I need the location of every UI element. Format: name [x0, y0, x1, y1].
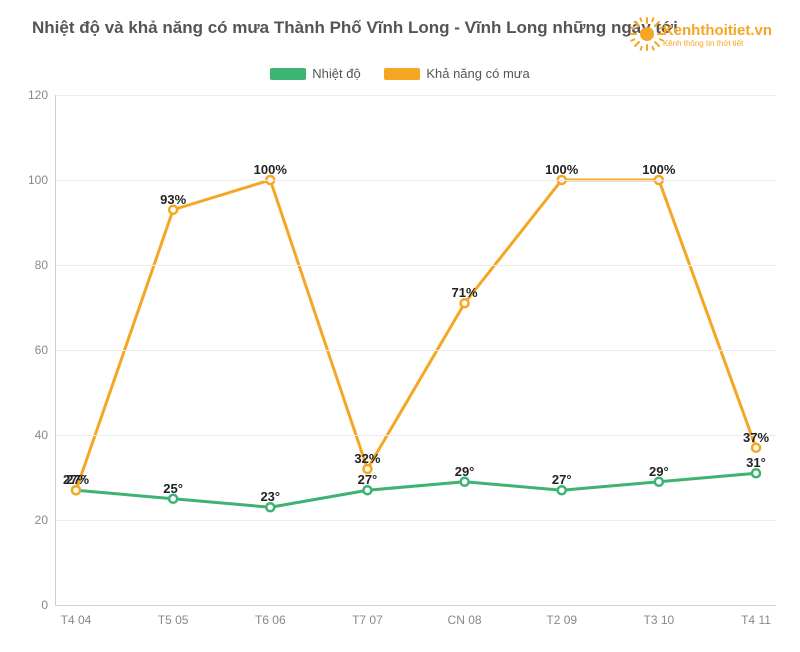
x-axis-label: T5 05	[158, 613, 189, 627]
point-label: 23°	[260, 489, 280, 504]
point-label: 29°	[455, 464, 475, 479]
grid-line	[56, 95, 776, 96]
data-point[interactable]	[655, 478, 663, 486]
x-axis-label: T3 10	[644, 613, 675, 627]
y-axis-label: 20	[35, 513, 48, 527]
data-point[interactable]	[558, 486, 566, 494]
point-label: 37%	[743, 430, 769, 445]
y-axis-label: 120	[28, 88, 48, 102]
point-label: 27%	[63, 472, 89, 487]
point-label: 100%	[642, 162, 675, 177]
x-axis-label: T4 04	[61, 613, 92, 627]
y-axis-label: 80	[35, 258, 48, 272]
chart-container: Nhiệt độ và khả năng có mưa Thành Phố Vĩ…	[0, 0, 800, 652]
point-label: 25°	[163, 481, 183, 496]
legend-swatch	[270, 68, 306, 80]
data-point[interactable]	[461, 299, 469, 307]
legend-label: Khả năng có mưa	[426, 66, 529, 81]
grid-line	[56, 435, 776, 436]
chart-legend: Nhiệt độ Khả năng có mưa	[0, 66, 800, 83]
grid-line	[56, 180, 776, 181]
x-axis-label: T7 07	[352, 613, 383, 627]
data-point[interactable]	[169, 206, 177, 214]
point-label: 27°	[552, 472, 572, 487]
data-point[interactable]	[363, 486, 371, 494]
plot-area: 020406080100120T4 04T5 05T6 06T7 07CN 08…	[55, 95, 776, 606]
series-line	[76, 180, 756, 490]
data-point[interactable]	[72, 486, 80, 494]
x-axis-label: T6 06	[255, 613, 286, 627]
point-label: 27°	[358, 472, 378, 487]
data-point[interactable]	[169, 495, 177, 503]
legend-swatch	[384, 68, 420, 80]
grid-line	[56, 350, 776, 351]
x-axis-label: CN 08	[448, 613, 482, 627]
y-axis-label: 0	[41, 598, 48, 612]
logo-brand-text: Kenhthoitiet.vn	[663, 22, 772, 39]
data-point[interactable]	[266, 503, 274, 511]
y-axis-label: 60	[35, 343, 48, 357]
point-label: 71%	[452, 285, 478, 300]
site-logo: Kenhthoitiet.vn Kênh thông tin thời tiết	[663, 22, 772, 48]
point-label: 31°	[746, 455, 766, 470]
legend-item-rain[interactable]: Khả năng có mưa	[384, 66, 529, 81]
data-point[interactable]	[752, 469, 760, 477]
grid-line	[56, 265, 776, 266]
legend-item-temperature[interactable]: Nhiệt độ	[270, 66, 360, 81]
chart-title: Nhiệt độ và khả năng có mưa Thành Phố Vĩ…	[32, 18, 678, 38]
data-point[interactable]	[752, 444, 760, 452]
sun-icon	[629, 16, 665, 52]
data-point[interactable]	[461, 478, 469, 486]
point-label: 100%	[254, 162, 287, 177]
point-label: 93%	[160, 192, 186, 207]
grid-line	[56, 520, 776, 521]
y-axis-label: 40	[35, 428, 48, 442]
point-label: 29°	[649, 464, 669, 479]
point-label: 32%	[354, 451, 380, 466]
legend-label: Nhiệt độ	[312, 66, 360, 81]
point-label: 100%	[545, 162, 578, 177]
y-axis-label: 100	[28, 173, 48, 187]
x-axis-label: T2 09	[546, 613, 577, 627]
x-axis-label: T4 11	[741, 613, 771, 627]
logo-tagline: Kênh thông tin thời tiết	[663, 39, 772, 48]
